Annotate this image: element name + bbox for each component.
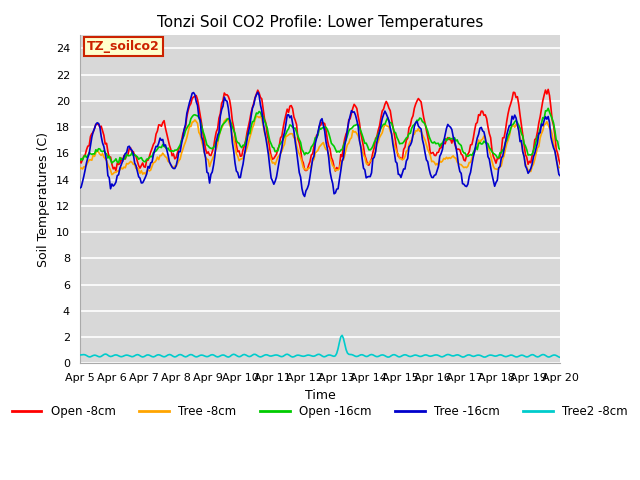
Legend: Open -8cm, Tree -8cm, Open -16cm, Tree -16cm, Tree2 -8cm: Open -8cm, Tree -8cm, Open -16cm, Tree -…	[7, 401, 633, 423]
Text: TZ_soilco2: TZ_soilco2	[87, 40, 160, 53]
X-axis label: Time: Time	[305, 389, 335, 402]
Title: Tonzi Soil CO2 Profile: Lower Temperatures: Tonzi Soil CO2 Profile: Lower Temperatur…	[157, 15, 483, 30]
Y-axis label: Soil Temperatures (C): Soil Temperatures (C)	[37, 132, 51, 267]
